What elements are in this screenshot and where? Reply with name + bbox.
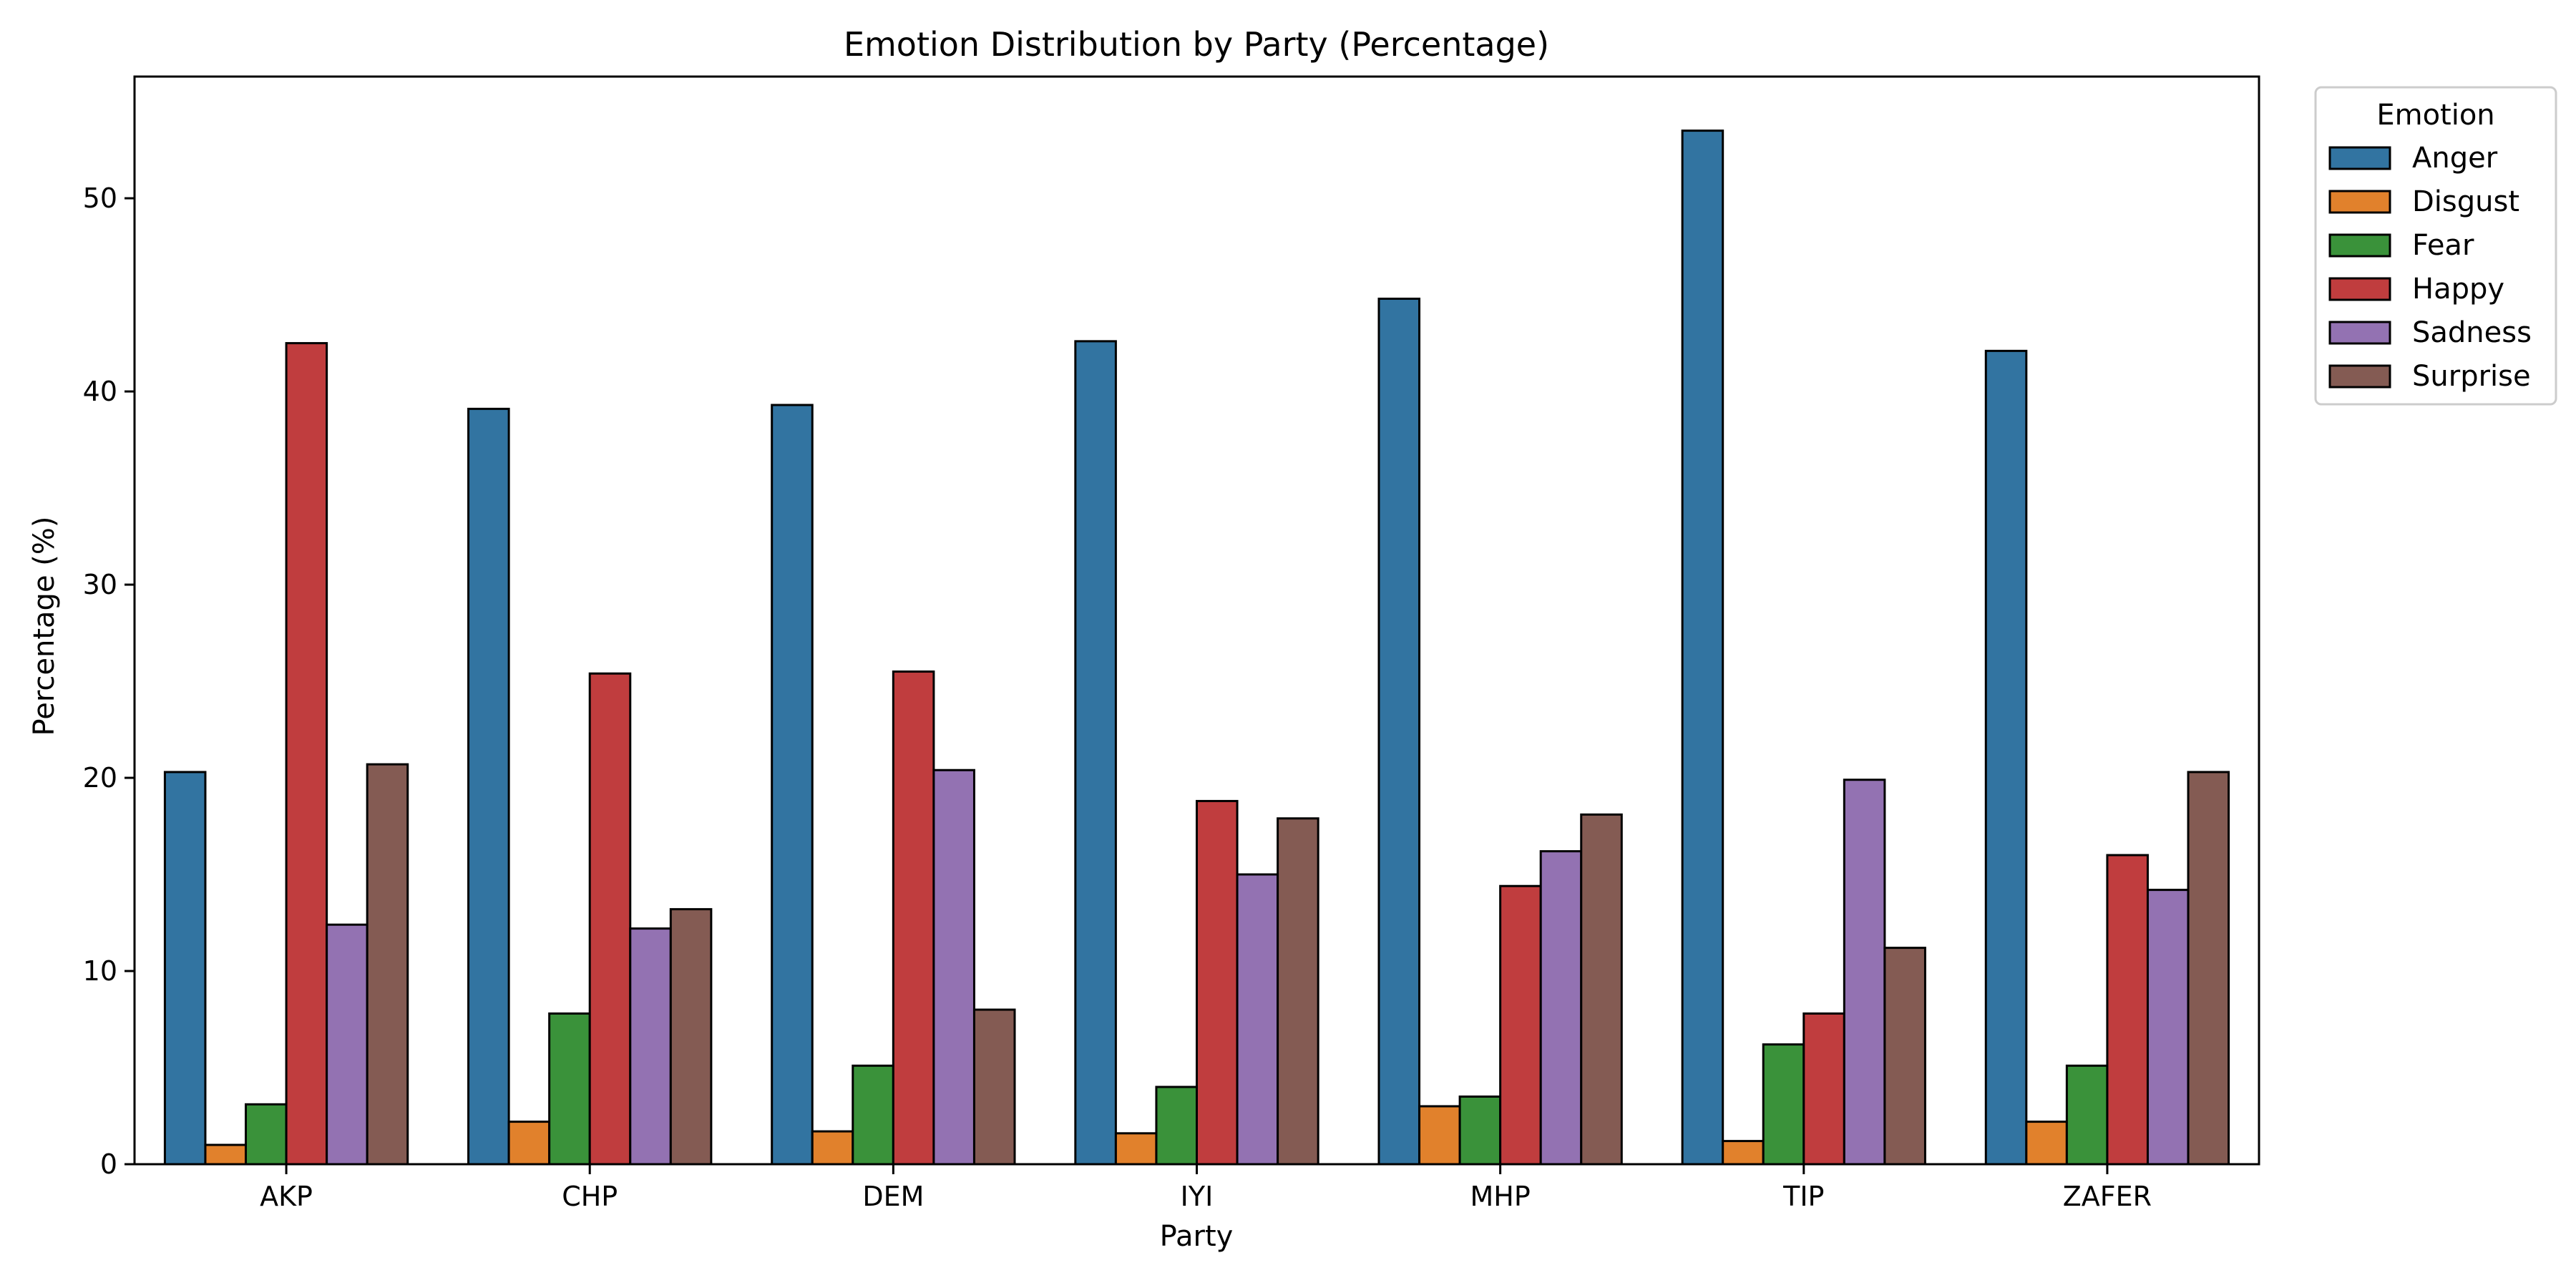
bar-disgust-chp <box>507 1121 551 1166</box>
bar-sadness-akp <box>326 923 369 1166</box>
y-tick-label-0: 0 <box>100 1148 117 1180</box>
legend-swatch-happy <box>2328 277 2391 301</box>
bar-happy-dem <box>892 670 935 1166</box>
legend-label-anger: Anger <box>2412 142 2498 175</box>
y-tick-label-10: 10 <box>83 955 117 987</box>
bar-surprise-iyi <box>1277 817 1319 1166</box>
bar-anger-mhp <box>1377 297 1421 1166</box>
y-tick-label-20: 20 <box>83 762 117 794</box>
bar-happy-akp <box>285 342 328 1166</box>
x-tick-label-akp: AKP <box>260 1181 313 1212</box>
bar-happy-iyi <box>1196 799 1239 1166</box>
bar-anger-dem <box>771 404 814 1166</box>
bar-anger-iyi <box>1074 340 1117 1166</box>
bar-surprise-zafer <box>2187 771 2230 1166</box>
bar-disgust-tip <box>1722 1140 1765 1166</box>
bar-disgust-zafer <box>2025 1121 2068 1166</box>
chart-title: Emotion Distribution by Party (Percentag… <box>844 25 1549 64</box>
bar-surprise-chp <box>669 908 713 1166</box>
bar-surprise-akp <box>366 763 409 1166</box>
bar-surprise-mhp <box>1580 813 1623 1166</box>
bar-anger-chp <box>467 407 510 1166</box>
y-tick-label-30: 30 <box>83 569 117 600</box>
bar-anger-akp <box>163 771 207 1166</box>
x-tick-label-zafer: ZAFER <box>2063 1181 2152 1212</box>
y-tick-label-50: 50 <box>83 182 117 214</box>
bar-sadness-zafer <box>2146 889 2190 1166</box>
bar-sadness-chp <box>629 927 672 1166</box>
plot-area: AKP CHP DEM IYI MHP TIP ZAFER 0 10 20 30 40 50 <box>83 75 2260 1212</box>
bar-disgust-mhp <box>1418 1105 1461 1166</box>
x-tick-label-mhp: MHP <box>1470 1181 1531 1212</box>
legend: Emotion Anger Disgust Fear Happy Sadness Surpr… <box>2314 86 2557 406</box>
bar-anger-zafer <box>1984 349 2028 1166</box>
bar-disgust-akp <box>204 1143 248 1166</box>
legend-swatch-fear <box>2328 233 2391 258</box>
legend-swatch-anger <box>2328 146 2391 170</box>
legend-swatch-surprise <box>2328 364 2391 389</box>
x-tick-label-chp: CHP <box>562 1181 618 1212</box>
bar-sadness-tip <box>1843 779 1886 1166</box>
bar-fear-mhp <box>1458 1096 1502 1166</box>
bar-fear-tip <box>1762 1043 1805 1166</box>
bar-sadness-mhp <box>1539 850 1583 1166</box>
legend-swatch-disgust <box>2328 190 2391 214</box>
bar-disgust-dem <box>811 1130 854 1166</box>
x-tick-label-tip: TIP <box>1782 1181 1824 1212</box>
bar-fear-zafer <box>2065 1064 2109 1166</box>
bar-fear-iyi <box>1155 1085 1199 1166</box>
bar-happy-tip <box>1802 1012 1845 1166</box>
bar-happy-mhp <box>1499 884 1542 1166</box>
y-tick-label-40: 40 <box>83 376 117 407</box>
bar-surprise-dem <box>972 1008 1016 1166</box>
legend-label-sadness: Sadness <box>2412 316 2532 349</box>
x-tick-label-iyi: IYI <box>1181 1181 1214 1212</box>
legend-title: Emotion <box>2376 99 2494 132</box>
x-tick-label-dem: DEM <box>862 1181 924 1212</box>
y-axis-label: Percentage (%) <box>28 517 61 736</box>
x-axis-label: Party <box>1160 1220 1234 1253</box>
bar-surprise-tip <box>1883 947 1926 1166</box>
bar-fear-akp <box>245 1103 288 1166</box>
bar-anger-tip <box>1681 130 1724 1166</box>
legend-label-disgust: Disgust <box>2412 185 2519 218</box>
bar-sadness-dem <box>932 769 975 1166</box>
legend-swatch-sadness <box>2328 321 2391 345</box>
bar-happy-zafer <box>2106 854 2149 1166</box>
legend-label-surprise: Surprise <box>2412 360 2531 393</box>
bar-sadness-iyi <box>1236 873 1279 1166</box>
legend-label-fear: Fear <box>2412 229 2474 262</box>
bar-fear-chp <box>548 1012 591 1166</box>
bar-happy-chp <box>588 672 632 1166</box>
bar-fear-dem <box>852 1064 894 1166</box>
legend-label-happy: Happy <box>2412 273 2504 306</box>
bar-disgust-iyi <box>1114 1132 1158 1166</box>
